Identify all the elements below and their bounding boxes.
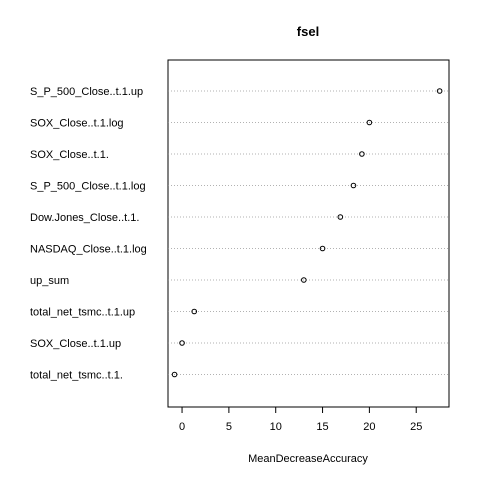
category-label: total_net_tsmc..t.1.up — [30, 307, 135, 319]
category-label: SOX_Close..t.1.up — [30, 338, 121, 350]
chart-title: fsel — [297, 24, 319, 39]
plot-frame — [167, 59, 450, 408]
data-point — [301, 277, 307, 283]
category-label: Dow.Jones_Close..t.1. — [30, 212, 139, 224]
data-point — [191, 308, 198, 315]
category-label: SOX_Close..t.1.log — [30, 118, 124, 130]
x-tick-label: 20 — [363, 421, 375, 433]
data-point — [179, 340, 185, 346]
data-point — [319, 245, 326, 252]
grid-lines — [168, 90, 449, 375]
x-axis-label: MeanDecreaseAccuracy — [248, 453, 368, 465]
category-label: SOX_Close..t.1. — [30, 149, 109, 161]
x-tick-label: 10 — [270, 421, 282, 433]
category-label: up_sum — [30, 275, 69, 287]
data-point — [359, 151, 365, 157]
data-point — [436, 88, 443, 94]
data-point — [337, 214, 344, 220]
category-label: S_P_500_Close..t.1.log — [30, 181, 146, 193]
data-point — [350, 182, 357, 189]
x-tick-label: 25 — [410, 421, 422, 433]
category-labels: S_P_500_Close..t.1.up SOX_Close..t.1.log S… — [30, 86, 147, 382]
category-label: NASDAQ_Close..t.1.log — [30, 244, 147, 256]
data-point — [366, 119, 373, 126]
x-tick-label: 15 — [316, 421, 328, 433]
data-point — [171, 371, 178, 378]
x-tick-label: 0 — [179, 421, 185, 433]
category-label: S_P_500_Close..t.1.up — [30, 86, 143, 98]
x-tick-label: 5 — [226, 421, 232, 433]
x-axis: 0 5 10 15 20 25 — [179, 406, 422, 433]
category-label: total_net_tsmc..t.1. — [30, 370, 123, 382]
data-points — [171, 88, 443, 378]
